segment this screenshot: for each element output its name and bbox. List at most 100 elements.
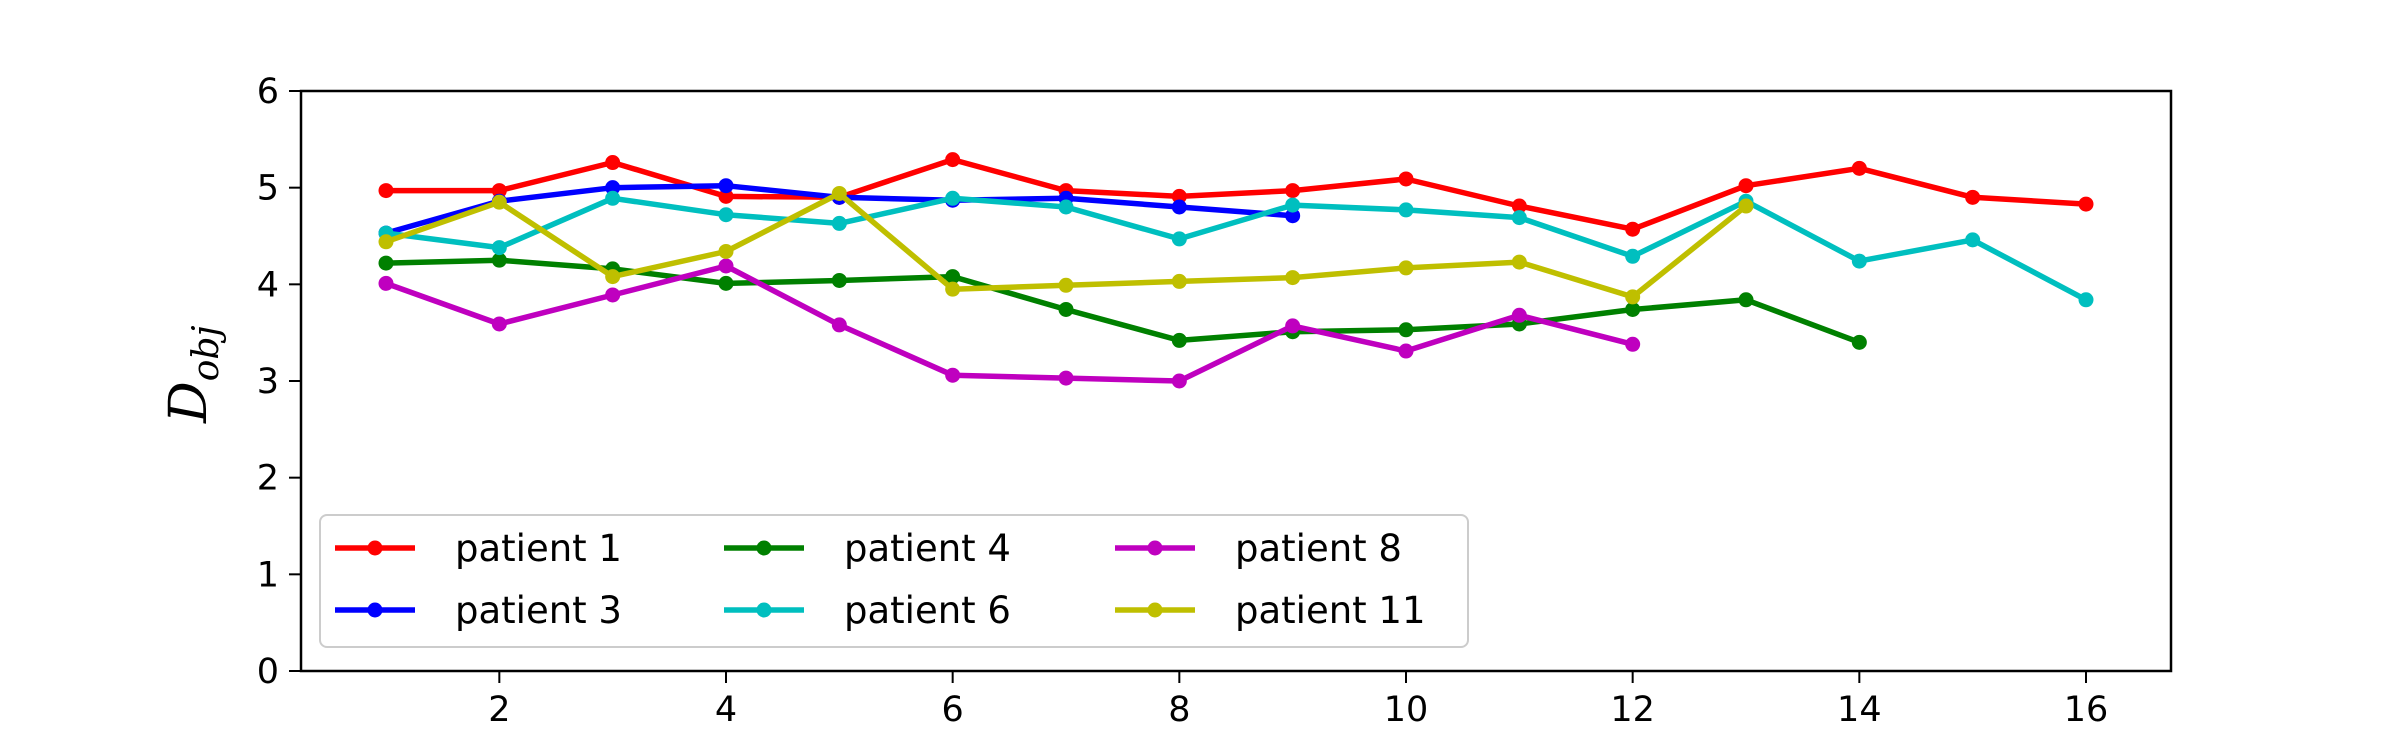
y-tick-label: 0 [257,652,279,692]
data-point [378,183,394,199]
x-tick-label: 14 [1837,690,1882,730]
data-point [1058,301,1074,317]
data-point [1398,322,1414,338]
data-point [1171,373,1187,389]
data-point [1738,292,1754,308]
data-point [831,185,847,201]
data-point [718,243,734,259]
data-point [1058,370,1074,386]
x-tick-label: 8 [1168,690,1190,730]
data-point [945,367,961,383]
y-axis-label-main: D [159,381,219,424]
x-tick-label: 6 [942,690,964,730]
data-point [378,255,394,271]
data-point [945,190,961,206]
x-tick-label: 12 [1610,690,1655,730]
legend-label: patient 1 [455,527,622,570]
y-axis-label: Dobj [159,325,227,424]
data-point [1851,160,1867,176]
data-point [605,180,621,196]
legend-label: patient 11 [1235,589,1426,632]
data-point [718,207,734,223]
data-point [378,234,394,250]
data-point [378,275,394,291]
data-point [1285,197,1301,213]
data-point [1965,189,1981,205]
series-line-5 [385,263,1634,384]
data-point [1285,208,1301,224]
data-point [491,240,507,256]
data-point [1171,188,1187,204]
data-point [1625,301,1641,317]
data-point [1398,171,1414,187]
series-layer [378,152,2094,389]
y-tick-label: 4 [257,265,279,305]
data-point [945,152,961,168]
data-point [491,316,507,332]
data-point [1625,336,1641,352]
data-point [1625,289,1641,305]
data-point [1398,202,1414,218]
data-point [718,178,734,194]
legend-label: patient 6 [844,589,1011,632]
y-tick-label: 3 [257,362,279,402]
data-point [1285,183,1301,199]
y-axis: 0 1 2 3 4 5 6 [257,72,301,692]
data-point [491,183,507,199]
legend-marker [756,540,772,556]
data-point [491,252,507,268]
series-line-1 [386,156,2087,232]
data-point [1738,178,1754,194]
legend-label: patient 4 [844,527,1011,570]
data-point [2078,196,2094,212]
data-point [1285,270,1301,286]
data-point [1738,198,1754,214]
data-point [831,317,847,333]
legend-marker [756,602,772,618]
data-point [1511,254,1527,270]
data-point [605,269,621,285]
data-point [1285,318,1301,334]
data-point [718,188,734,204]
y-axis-label-subscript: obj [186,325,227,381]
x-tick-label: 16 [2064,690,2109,730]
data-point [1171,273,1187,289]
data-point [1625,248,1641,264]
legend-label: patient 8 [1235,527,1402,570]
data-point [831,272,847,288]
data-point [1851,253,1867,269]
x-tick-label: 4 [715,690,737,730]
data-point [831,215,847,231]
data-point [1511,210,1527,226]
data-point [1058,277,1074,293]
data-point [1965,232,1981,248]
legend: patient 1 patient 3 patient 4 patient 6 pati… [319,514,1469,648]
data-point [1058,199,1074,215]
y-tick-label: 5 [257,169,279,209]
data-point [1511,307,1527,323]
data-point [1398,260,1414,276]
data-point [605,155,621,171]
y-tick-label: 2 [257,459,279,499]
data-point [491,194,507,210]
y-tick-label: 6 [257,72,279,112]
x-tick-label: 2 [488,690,510,730]
data-point [718,258,734,274]
data-point [718,275,734,291]
data-point [1171,199,1187,215]
legend-label: patient 3 [455,589,622,632]
data-point [1851,334,1867,350]
data-point [605,190,621,206]
y-tick-label: 1 [257,555,279,595]
data-point [1171,231,1187,247]
x-axis: 2 4 6 8 10 12 14 16 [488,671,2108,730]
legend-marker [367,602,383,618]
x-tick-label: 10 [1384,690,1429,730]
data-point [2078,292,2094,308]
data-point [1511,198,1527,214]
data-point [945,269,961,285]
series-line-4 [385,195,2088,303]
data-point [1625,221,1641,237]
legend-marker [367,540,383,556]
